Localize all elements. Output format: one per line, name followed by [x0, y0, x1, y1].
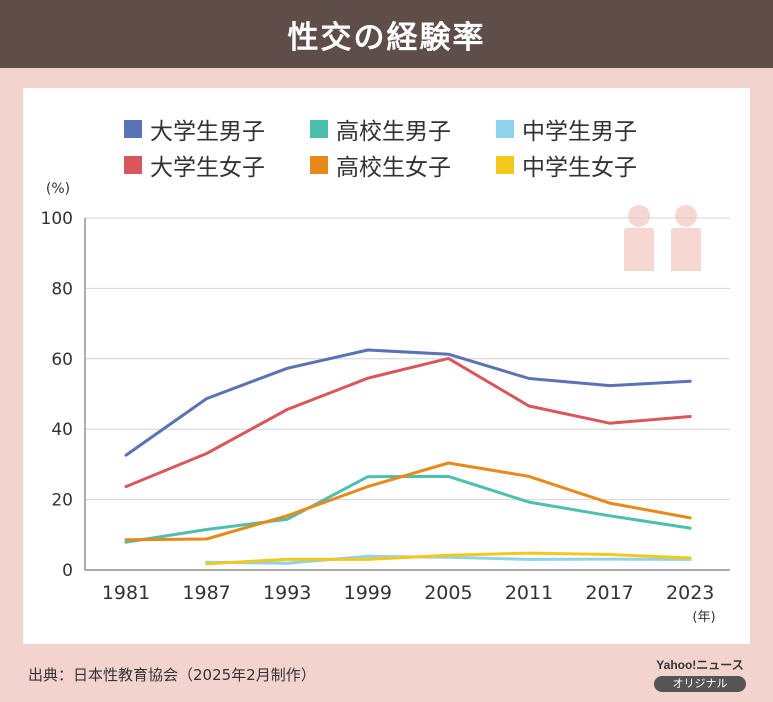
legend-swatch — [310, 120, 328, 138]
legend: 大学生男子 高校生男子 中学生男子大学生女子 高校生女子 中学生女子 — [100, 112, 680, 182]
x-tick-label: 1993 — [263, 582, 311, 604]
x-tick-label: 1981 — [102, 582, 150, 604]
legend-label: 大学生男子 — [150, 119, 265, 145]
legend-item: 中学生男子 — [496, 112, 637, 146]
legend-swatch — [310, 156, 328, 174]
series-line — [124, 348, 692, 457]
x-tick-label: 2017 — [585, 582, 633, 604]
series-line — [205, 554, 692, 565]
chart-title: 性交の経験率 — [287, 19, 486, 56]
legend-label: 高校生男子 — [336, 119, 451, 145]
legend-swatch — [124, 120, 142, 138]
legend-item: 大学生男子 — [124, 112, 265, 146]
x-tick-label: 2023 — [666, 582, 714, 604]
y-axis-unit: (%) — [46, 181, 70, 197]
brand-badge: オリジナル — [654, 676, 746, 692]
y-tick-label: 60 — [51, 350, 73, 370]
source-note: 出典：日本性教育協会（2025年2月制作） — [28, 666, 316, 684]
y-tick-label: 20 — [51, 491, 73, 511]
legend-swatch — [496, 120, 514, 138]
chart-card — [23, 88, 750, 644]
legend-label: 中学生男子 — [522, 119, 637, 145]
brand-name: Yahoo!ニュース — [656, 658, 744, 672]
y-tick-label: 100 — [41, 209, 73, 229]
legend-swatch — [496, 156, 514, 174]
brand-logo: Yahoo!ニュース オリジナル — [654, 656, 746, 692]
y-tick-label: 0 — [62, 561, 73, 581]
header: 性交の経験率 — [0, 0, 773, 68]
x-axis-unit: (年) — [692, 610, 715, 625]
y-tick-label: 40 — [51, 420, 73, 440]
legend-label: 中学生女子 — [522, 155, 637, 181]
legend-item: 高校生男子 — [310, 112, 451, 146]
y-tick-label: 80 — [51, 279, 73, 299]
legend-label: 大学生女子 — [150, 155, 265, 181]
legend-swatch — [124, 156, 142, 174]
x-tick-label: 1999 — [344, 582, 392, 604]
x-tick-label: 2011 — [505, 582, 553, 604]
legend-item: 中学生女子 — [496, 148, 637, 182]
series-line — [124, 356, 692, 489]
x-tick-label: 1987 — [182, 582, 230, 604]
series-line — [124, 461, 692, 542]
x-tick-label: 2005 — [424, 582, 472, 604]
legend-item: 高校生女子 — [310, 148, 451, 182]
series-line — [124, 474, 692, 544]
legend-label: 高校生女子 — [336, 155, 451, 181]
legend-item: 大学生女子 — [124, 148, 265, 182]
series-line — [205, 551, 692, 566]
people-icon — [624, 205, 701, 271]
